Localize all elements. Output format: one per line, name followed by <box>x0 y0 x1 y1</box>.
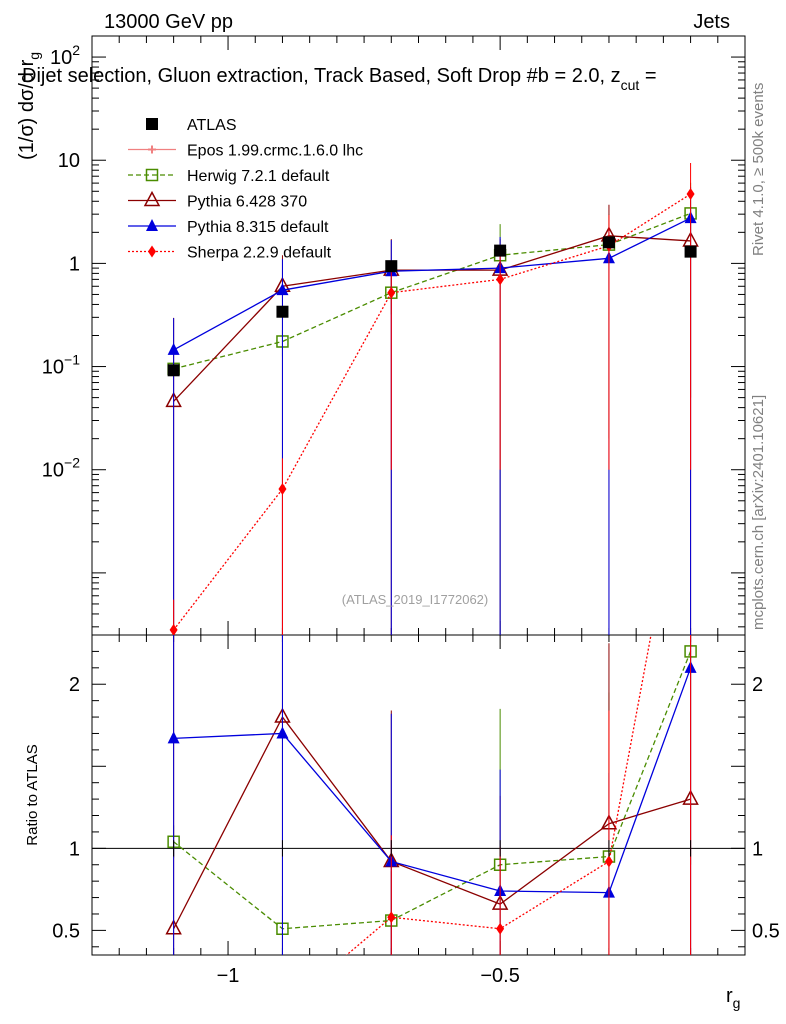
top-y-tick-label: 102 <box>50 42 80 69</box>
ratio-line <box>173 667 692 894</box>
data-point <box>278 483 287 496</box>
ratio-y-axis-label: Ratio to ATLAS <box>24 744 41 845</box>
plot-subtitle: Dijet selection, Gluon extraction, Track… <box>22 65 657 93</box>
ratio-panel-frame <box>91 634 746 956</box>
legend-label: Pythia 8.315 default <box>187 219 329 236</box>
ratio-point <box>387 911 396 924</box>
ratio-y-tick-label: 1 <box>69 838 80 860</box>
series-line <box>173 193 691 631</box>
mcplots-url-label: mcplots.cern.ch [arXiv:2401.10621] <box>750 395 767 630</box>
data-point <box>169 623 178 635</box>
series-sherpa-2-2-9-default <box>169 163 695 635</box>
ratio-series-herwig-7-2-1-default <box>167 635 697 955</box>
ratio-panel-data <box>165 635 699 1015</box>
legend-marker <box>143 190 161 207</box>
analysis-watermark: (ATLAS_2019_I1772062) <box>342 592 488 607</box>
legend-entry: Herwig 7.2.1 default <box>128 168 330 185</box>
data-point <box>684 245 697 258</box>
legend-entry: Epos 1.99.crmc.1.6.0 lhc <box>128 143 363 160</box>
ratio-y-tick-label-right: 1 <box>752 838 763 860</box>
ratio-series-pythia-8-315-default <box>167 635 697 955</box>
ratio-y-tick-label-right: 0.5 <box>752 920 780 942</box>
ratio-point <box>167 731 180 744</box>
legend-marker <box>146 219 158 231</box>
data-point <box>686 188 695 201</box>
data-point <box>602 236 615 249</box>
top-y-axis-label: (1/σ) dσ/d rg <box>16 52 42 160</box>
top-y-tick-label: 10 <box>58 150 80 172</box>
data-point <box>167 342 180 355</box>
data-point <box>496 273 505 286</box>
ratio-series-pythia-6-428-370 <box>165 635 699 955</box>
legend-marker <box>148 145 156 154</box>
legend-marker <box>148 245 156 258</box>
series-line <box>173 212 691 370</box>
rivet-version-label: Rivet 4.1.0, ≥ 500k events <box>750 83 767 256</box>
ratio-series-sherpa-2-2-9-default <box>170 635 692 1015</box>
series-line <box>173 217 691 351</box>
data-point <box>167 364 180 377</box>
series-atlas <box>167 236 697 377</box>
ratio-y-tick-label-right: 2 <box>752 674 763 696</box>
data-point <box>494 244 507 257</box>
ratio-y-tick-label: 0.5 <box>52 920 80 942</box>
legend-entry: Pythia 8.315 default <box>128 219 329 236</box>
legend-label: Herwig 7.2.1 default <box>187 168 330 185</box>
data-point <box>387 286 396 299</box>
x-axis-label: rg <box>726 985 740 1011</box>
legend: ATLAS Epos 1.99.crmc.1.6.0 lhc Herwig 7.2.… <box>128 117 363 262</box>
legend-marker <box>145 168 159 182</box>
top-panel-data <box>165 163 699 635</box>
ratio-point <box>170 990 178 1002</box>
legend-marker <box>146 118 158 130</box>
ratio-y-tick-label: 2 <box>69 674 80 696</box>
top-y-tick-label: 1 <box>69 253 80 275</box>
header-left: 13000 GeV pp <box>104 11 233 33</box>
legend-label: Pythia 6.428 370 <box>187 194 307 211</box>
ratio-line <box>173 651 692 930</box>
legend-entry: Pythia 6.428 370 <box>128 190 307 211</box>
x-tick-label: −0.5 <box>480 965 519 987</box>
legend-label: Epos 1.99.crmc.1.6.0 lhc <box>187 143 363 160</box>
header-right: Jets <box>693 11 730 33</box>
ratio-line <box>345 635 652 955</box>
legend-entry: Sherpa 2.2.9 default <box>128 245 332 262</box>
data-point <box>276 283 289 296</box>
ratio-point <box>496 922 505 935</box>
ratio-point <box>278 1003 286 1015</box>
legend-label: Sherpa 2.2.9 default <box>187 245 332 262</box>
ratio-line <box>173 715 691 930</box>
ratio-series-atlas <box>173 840 692 857</box>
legend-entry: ATLAS <box>146 117 237 134</box>
axes-layer: −1 −0.5 10−2 10−1 1 10 102 0.5 0.5 1 1 2 2 <box>42 36 780 987</box>
data-point <box>385 260 398 273</box>
top-y-tick-label: 10−2 <box>42 455 80 482</box>
ratio-point <box>276 726 289 739</box>
top-y-tick-label: 10−1 <box>42 352 80 379</box>
x-tick-label: −1 <box>217 965 240 987</box>
ratio-point <box>604 855 613 868</box>
legend-label: ATLAS <box>187 117 237 134</box>
data-point <box>276 305 289 318</box>
